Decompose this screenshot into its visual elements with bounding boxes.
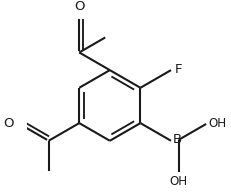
Text: F: F bbox=[173, 63, 181, 76]
Text: O: O bbox=[74, 0, 84, 13]
Text: B: B bbox=[172, 133, 182, 146]
Text: O: O bbox=[3, 117, 13, 130]
Text: OH: OH bbox=[208, 117, 226, 130]
Text: OH: OH bbox=[169, 175, 187, 188]
